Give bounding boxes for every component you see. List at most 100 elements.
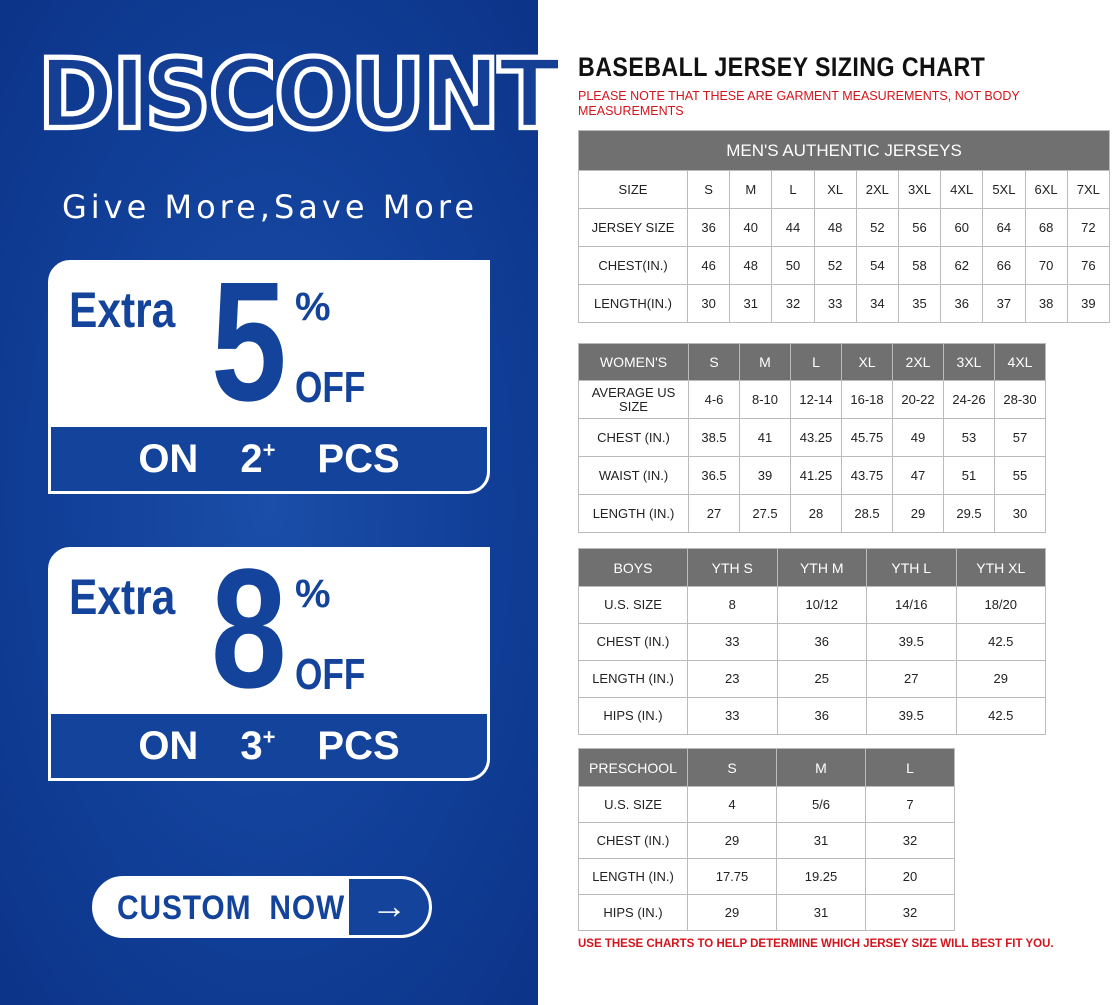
- table-header-row: WOMEN'S S M L XL 2XL 3XL 4XL: [578, 343, 1046, 381]
- table-row: U.S. SIZE 8 10/12 14/16 18/20: [578, 586, 1046, 624]
- offer-card-2: Extra 8 % OFF ON 3+ PCS: [48, 547, 490, 781]
- offer-off: OFF: [295, 650, 366, 699]
- table-cell: 72: [1066, 208, 1111, 247]
- table-cell: L: [771, 170, 815, 209]
- table-cell: 25: [776, 660, 867, 698]
- column-header: S: [688, 343, 740, 381]
- mens-table: MEN'S AUTHENTIC JERSEYS SIZE S M L XL 2XL 3XL 4X…: [578, 130, 1111, 323]
- table-cell: 27: [688, 494, 740, 533]
- column-header: BOYS: [578, 548, 688, 587]
- table-cell: M: [729, 170, 773, 209]
- table-row: WAIST (IN.) 36.5 39 41.25 43.75 47 51 55: [578, 456, 1046, 495]
- table-cell: 53: [943, 418, 995, 457]
- table-cell: 52: [855, 208, 899, 247]
- table-cell: 33: [687, 623, 778, 661]
- row-label: LENGTH (IN.): [578, 494, 689, 533]
- table-cell: 40: [729, 208, 773, 247]
- column-header: 2XL: [892, 343, 944, 381]
- boys-table: BOYS YTH S YTH M YTH L YTH XL U.S. SIZE 8 10/12…: [578, 548, 1046, 735]
- column-header: WOMEN'S: [578, 343, 689, 381]
- row-label: CHEST (IN.): [578, 822, 688, 859]
- table-cell: 41: [739, 418, 791, 457]
- column-header: PRESCHOOL: [578, 748, 688, 787]
- offer-extra: Extra: [69, 282, 176, 338]
- column-header: YTH S: [687, 548, 778, 587]
- on-label: ON: [138, 723, 199, 768]
- column-header: YTH M: [776, 548, 867, 587]
- table-cell: 33: [813, 284, 857, 323]
- table-cell: 10/12: [776, 586, 867, 624]
- offer-card-1: Extra 5 % OFF ON 2+ PCS: [48, 260, 490, 494]
- table-cell: 4-6: [688, 380, 740, 419]
- table-cell: 29: [687, 894, 777, 931]
- table-cell: 28: [790, 494, 842, 533]
- table-cell: 7XL: [1066, 170, 1111, 209]
- table-cell: 54: [855, 246, 899, 285]
- table-cell: 51: [943, 456, 995, 495]
- table-row: U.S. SIZE 4 5/6 7: [578, 786, 955, 823]
- table-cell: 39.5: [866, 623, 957, 661]
- plus: +: [262, 437, 276, 463]
- table-cell: 31: [729, 284, 773, 323]
- table-cell: 12-14: [790, 380, 842, 419]
- table-cell: 35: [897, 284, 942, 323]
- table-cell: 28.5: [841, 494, 893, 533]
- table-cell: 66: [982, 246, 1026, 285]
- row-label: SIZE: [578, 170, 688, 209]
- row-label: LENGTH(IN.): [578, 284, 688, 323]
- footer-note: USE THESE CHARTS TO HELP DETERMINE WHICH…: [578, 938, 1054, 950]
- row-label: U.S. SIZE: [578, 786, 688, 823]
- table-cell: 44: [771, 208, 815, 247]
- table-cell: 39: [739, 456, 791, 495]
- table-cell: 33: [687, 697, 778, 735]
- column-header: XL: [841, 343, 893, 381]
- table-title: MEN'S AUTHENTIC JERSEYS: [578, 130, 1110, 171]
- custom-now-button[interactable]: CUSTOM NOW →: [92, 876, 432, 938]
- table-cell: 56: [897, 208, 942, 247]
- column-header: L: [865, 748, 955, 787]
- table-cell: 47: [892, 456, 944, 495]
- table-cell: 18/20: [955, 586, 1046, 624]
- table-cell: 37: [982, 284, 1026, 323]
- column-header: M: [739, 343, 791, 381]
- table-cell: 8: [687, 586, 778, 624]
- table-cell: 29: [687, 822, 777, 859]
- womens-table: WOMEN'S S M L XL 2XL 3XL 4XL AVERAGE US SIZE 4-6 8…: [578, 343, 1046, 533]
- chart-title: BASEBALL JERSEY SIZING CHART: [578, 52, 986, 82]
- table-cell: 27.5: [739, 494, 791, 533]
- table-cell: 23: [687, 660, 778, 698]
- pcs-label: PCS: [317, 436, 400, 481]
- table-cell: 42.5: [955, 623, 1046, 661]
- table-header-row: BOYS YTH S YTH M YTH L YTH XL: [578, 548, 1046, 587]
- offer-off: OFF: [295, 363, 366, 412]
- table-cell: S: [686, 170, 731, 209]
- discount-headline: DISCOUNT: [36, 36, 564, 154]
- table-header-row: PRESCHOOL S M L: [578, 748, 955, 787]
- table-cell: 55: [994, 456, 1046, 495]
- table-row: LENGTH(IN.) 30 31 32 33 34 35 36 37 38 39: [578, 284, 1111, 323]
- table-cell: 36: [776, 697, 867, 735]
- table-cell: 5/6: [776, 786, 866, 823]
- table-cell: 30: [686, 284, 731, 323]
- column-header: YTH L: [866, 548, 957, 587]
- column-header: L: [790, 343, 842, 381]
- table-row: CHEST(IN.) 46 48 50 52 54 58 62 66 70 76: [578, 246, 1111, 285]
- table-cell: 36: [686, 208, 731, 247]
- table-cell: 76: [1066, 246, 1111, 285]
- row-label: WAIST (IN.): [578, 456, 689, 495]
- row-label: LENGTH (IN.): [578, 858, 688, 895]
- table-cell: 45.75: [841, 418, 893, 457]
- table-cell: 42.5: [955, 697, 1046, 735]
- column-header: 4XL: [994, 343, 1046, 381]
- measurement-note: PLEASE NOTE THAT THESE ARE GARMENT MEASU…: [578, 89, 1020, 118]
- offer-percent: 8: [211, 547, 287, 724]
- table-cell: 39.5: [866, 697, 957, 735]
- table-cell: 32: [865, 894, 955, 931]
- custom-now-label: CUSTOM NOW: [117, 889, 346, 927]
- table-cell: 2XL: [855, 170, 899, 209]
- qty-value: 2: [240, 436, 263, 481]
- table-cell: 20-22: [892, 380, 944, 419]
- table-cell: 24-26: [943, 380, 995, 419]
- table-row: CHEST (IN.) 38.5 41 43.25 45.75 49 53 57: [578, 418, 1046, 457]
- pcs-label: PCS: [317, 723, 400, 768]
